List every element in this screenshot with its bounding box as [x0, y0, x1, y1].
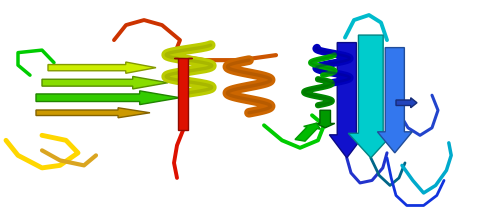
FancyArrow shape — [48, 62, 156, 73]
FancyArrow shape — [316, 110, 335, 128]
FancyArrow shape — [396, 98, 417, 108]
FancyArrow shape — [377, 48, 412, 153]
FancyArrow shape — [42, 76, 168, 89]
FancyArrow shape — [295, 123, 320, 141]
FancyArrow shape — [348, 35, 393, 158]
FancyArrow shape — [329, 43, 364, 158]
FancyArrow shape — [36, 91, 180, 105]
FancyArrow shape — [36, 108, 150, 118]
FancyArrow shape — [174, 58, 192, 130]
